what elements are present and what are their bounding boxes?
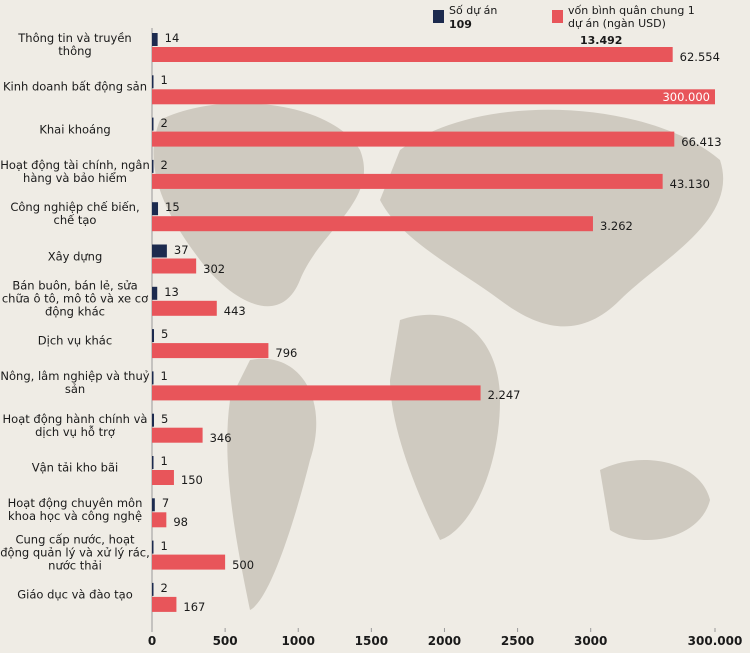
category-label: Hoạt động chuyên môn khoa học và công ng… [7,496,143,524]
category-label: Bán buôn, bán lẻ, sửa chữa ô tô, mô tô v… [1,278,149,319]
bar [152,33,158,46]
data-label: 2 [160,115,168,130]
data-label: 150 [180,473,203,487]
data-label: 62.554 [679,50,720,64]
legend-swatch [552,10,563,23]
x-tick-label: 300.000 [687,634,743,648]
legend-total: 109 [449,18,472,31]
x-tick-label: 0 [147,634,157,648]
bar [152,456,154,469]
bar [152,343,269,359]
data-label: 2 [160,580,168,595]
category-label: Xây dựng [47,249,103,263]
bar [152,75,154,89]
bar [152,498,155,512]
x-tick-label: 2000 [427,634,462,648]
bar [152,540,154,554]
x-tick-label: 1500 [354,634,389,648]
legend-label: vốn bình quân chung 1 dự án (ngàn USD) [568,4,695,30]
data-label: 1 [160,538,168,553]
data-label: 37 [173,242,189,257]
data-label: 5 [161,411,169,426]
bar [152,470,174,485]
bar [152,371,154,385]
bar [152,173,663,189]
data-label: 443 [223,303,246,318]
bar [152,512,167,528]
bar [152,385,481,401]
data-label: 2 [160,157,168,172]
data-label: 3.262 [599,219,633,234]
data-label: 66.413 [681,134,722,149]
category-label: Giáo dục và đào tạo [17,587,133,602]
category-label: Cung cấp nước, hoạt động quản lý và xử l… [0,532,150,573]
bar [152,329,155,343]
bar [152,159,154,173]
category-label: Khai khoáng [39,122,111,137]
bar [152,554,226,570]
legend-swatch [433,10,444,23]
x-tick-label: 1000 [281,634,315,648]
data-label: 7 [161,496,170,511]
category-label: Hoạt động hành chính và dịch vụ hỗ trợ [2,411,148,439]
bar [152,427,203,443]
data-label: 500 [232,557,255,572]
data-label: 300.000 [662,90,710,105]
data-label: 14 [164,31,180,45]
data-label: 346 [209,430,232,445]
data-label: 2.247 [487,388,521,403]
category-label: Hoạt động tài chính, ngân hàng và bảo hi… [0,157,150,185]
legend-total: 13.492 [580,34,623,47]
data-label: 796 [275,346,298,361]
category-label: Thông tin và truyền thông [18,31,132,58]
bar [152,258,197,274]
bar [152,131,675,147]
bar [152,300,217,316]
bar [152,216,593,232]
data-label: 13 [164,284,179,299]
data-label: 98 [173,515,188,530]
category-label: Vận tải kho bãi [31,460,119,475]
data-label: 302 [203,261,226,276]
bar [152,244,167,258]
data-label: 1 [160,73,168,88]
bar [152,89,715,105]
data-label: 1 [160,369,168,384]
category-label: Nông, lâm nghiệp và thuỷ sản [0,369,150,397]
category-label: Công nghiệp chế biến, chế tạo [10,200,140,228]
bar [152,413,155,427]
data-label: 167 [183,599,206,614]
bar [152,582,154,596]
bar [152,596,177,612]
bar [152,202,159,216]
data-label: 15 [165,200,180,215]
x-tick-label: 500 [212,634,238,648]
data-label: 43.130 [669,176,710,191]
bar [152,47,673,62]
bar [152,286,158,300]
category-label: Kinh doanh bất động sản [2,79,147,94]
category-label: Dịch vụ khác [37,333,113,348]
x-tick-label: 3000 [573,634,608,648]
data-label: 1 [160,454,168,468]
bar [152,117,154,131]
data-label: 5 [161,327,169,342]
legend-label: Số dự án [449,4,498,17]
x-tick-label: 2500 [500,634,535,648]
